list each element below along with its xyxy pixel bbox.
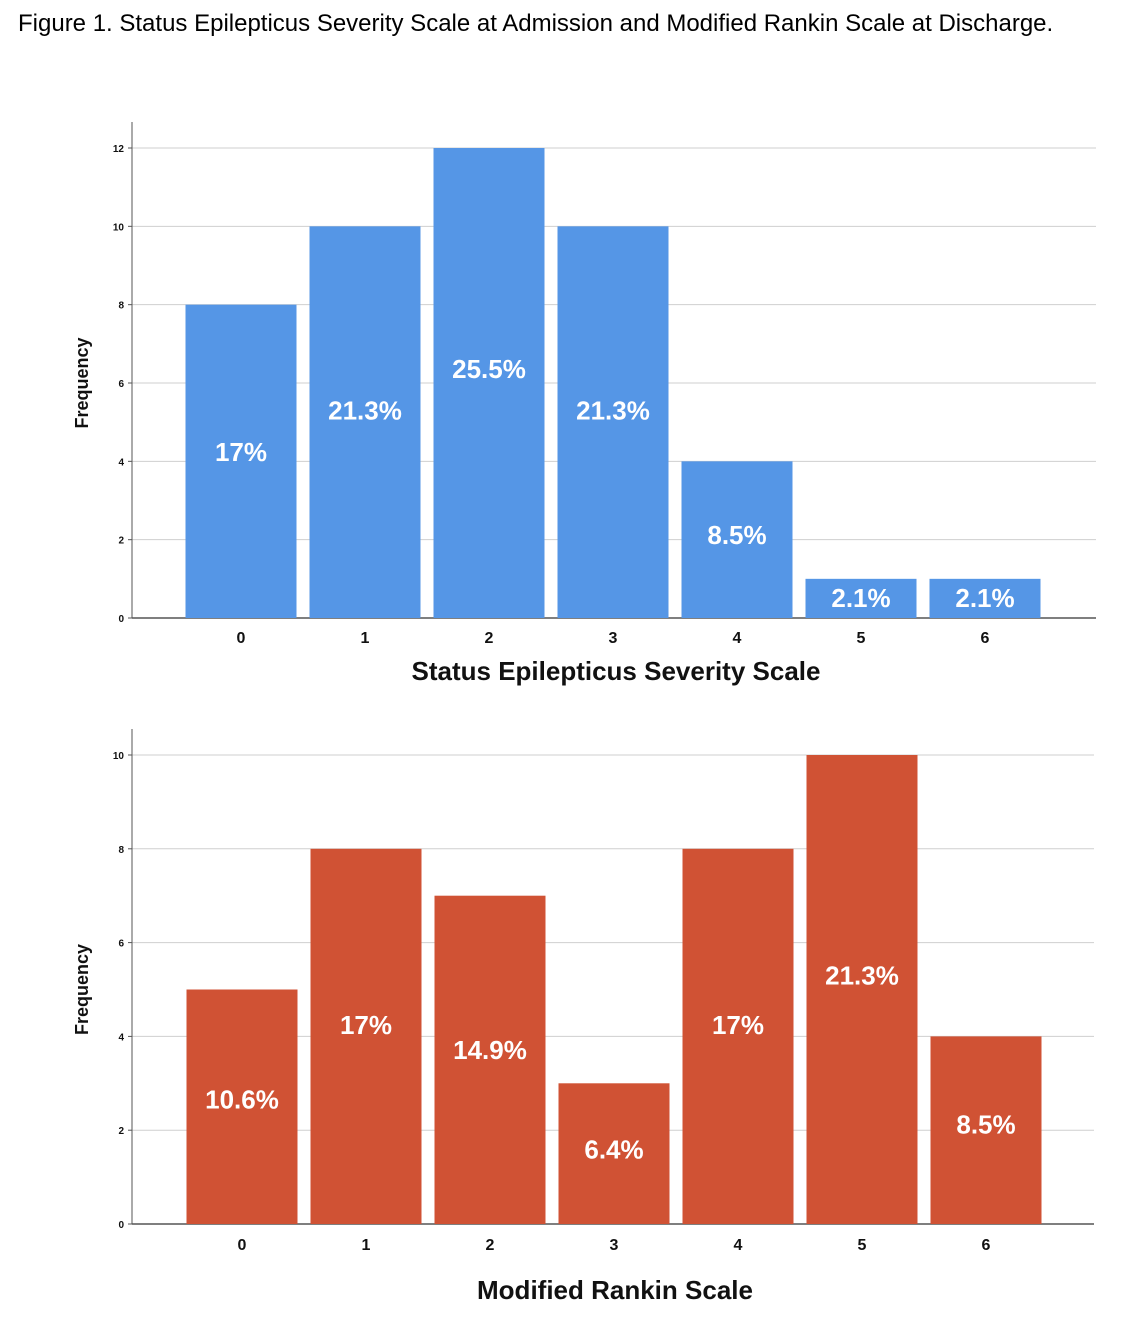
y-axis-label: Frequency [72, 944, 92, 1035]
data-label: 6.4% [584, 1134, 643, 1164]
bar-0 [186, 989, 298, 1224]
data-label: 25.5% [452, 354, 526, 384]
x-tick-label: 5 [857, 630, 866, 647]
bar-5 [806, 755, 918, 1224]
y-tick-label: 0 [118, 1220, 124, 1231]
x-tick-label: 1 [361, 630, 370, 647]
x-tick-label: 3 [610, 1237, 619, 1254]
data-label: 17% [340, 1010, 392, 1040]
data-label: 8.5% [707, 520, 766, 550]
y-axis-label: Frequency [72, 337, 92, 428]
data-label: 21.3% [328, 395, 402, 425]
bar-6 [929, 578, 1041, 618]
bar-2 [434, 895, 546, 1224]
data-label: 17% [712, 1010, 764, 1040]
x-tick-label: 4 [733, 630, 742, 647]
bar-4 [681, 461, 793, 618]
x-tick-label: 0 [238, 1237, 247, 1254]
figure-caption: Figure 1. Status Epilepticus Severity Sc… [18, 10, 1054, 37]
y-tick-label: 2 [118, 1126, 124, 1137]
x-axis-label: Modified Rankin Scale [477, 1275, 753, 1305]
y-tick-label: 4 [118, 457, 124, 468]
y-tick-label: 12 [113, 144, 125, 155]
data-label: 2.1% [955, 583, 1014, 613]
y-tick-label: 6 [118, 939, 124, 950]
x-tick-label: 5 [858, 1237, 867, 1254]
bar-2 [433, 148, 545, 618]
data-label: 17% [215, 437, 267, 467]
chart-ses: 0 2 4 6 8 10 12 17% 0 21.3% 1 25.5% 2 21.3% 3 8.5% 4 2.1%… [72, 122, 1096, 686]
x-tick-label: 6 [982, 1237, 991, 1254]
x-tick-label: 1 [362, 1237, 371, 1254]
x-tick-label: 4 [734, 1237, 743, 1254]
bar-0 [185, 304, 297, 618]
bar-3 [557, 226, 669, 619]
data-label: 21.3% [825, 960, 899, 990]
y-tick-label: 6 [118, 379, 124, 390]
bar-6 [930, 1036, 1042, 1224]
bar-1 [310, 848, 422, 1224]
x-tick-label: 6 [981, 630, 990, 647]
y-tick-label: 10 [113, 751, 125, 762]
x-tick-label: 3 [609, 630, 618, 647]
y-tick-label: 10 [113, 222, 125, 233]
bar-4 [682, 848, 794, 1224]
x-tick-label: 2 [486, 1237, 495, 1254]
data-label: 14.9% [453, 1035, 527, 1065]
y-tick-label: 8 [118, 301, 124, 312]
x-tick-label: 0 [237, 630, 246, 647]
y-tick-label: 0 [118, 614, 124, 625]
data-label: 8.5% [956, 1110, 1015, 1140]
data-label: 2.1% [831, 583, 890, 613]
bar-3 [558, 1083, 670, 1224]
data-label: 10.6% [205, 1085, 279, 1115]
y-tick-label: 8 [118, 845, 124, 856]
bar-1 [309, 226, 421, 619]
y-tick-label: 4 [118, 1032, 124, 1043]
bar-5 [805, 578, 917, 618]
data-label: 21.3% [576, 395, 650, 425]
x-tick-label: 2 [485, 630, 494, 647]
y-tick-label: 2 [118, 536, 124, 547]
chart-mrs: 0 2 4 6 8 10 10.6% 0 17% 1 14.9% 2 6.4% 3 17% 4 21.3% 5 8.… [72, 729, 1094, 1305]
x-axis-label: Status Epilepticus Severity Scale [412, 656, 821, 686]
